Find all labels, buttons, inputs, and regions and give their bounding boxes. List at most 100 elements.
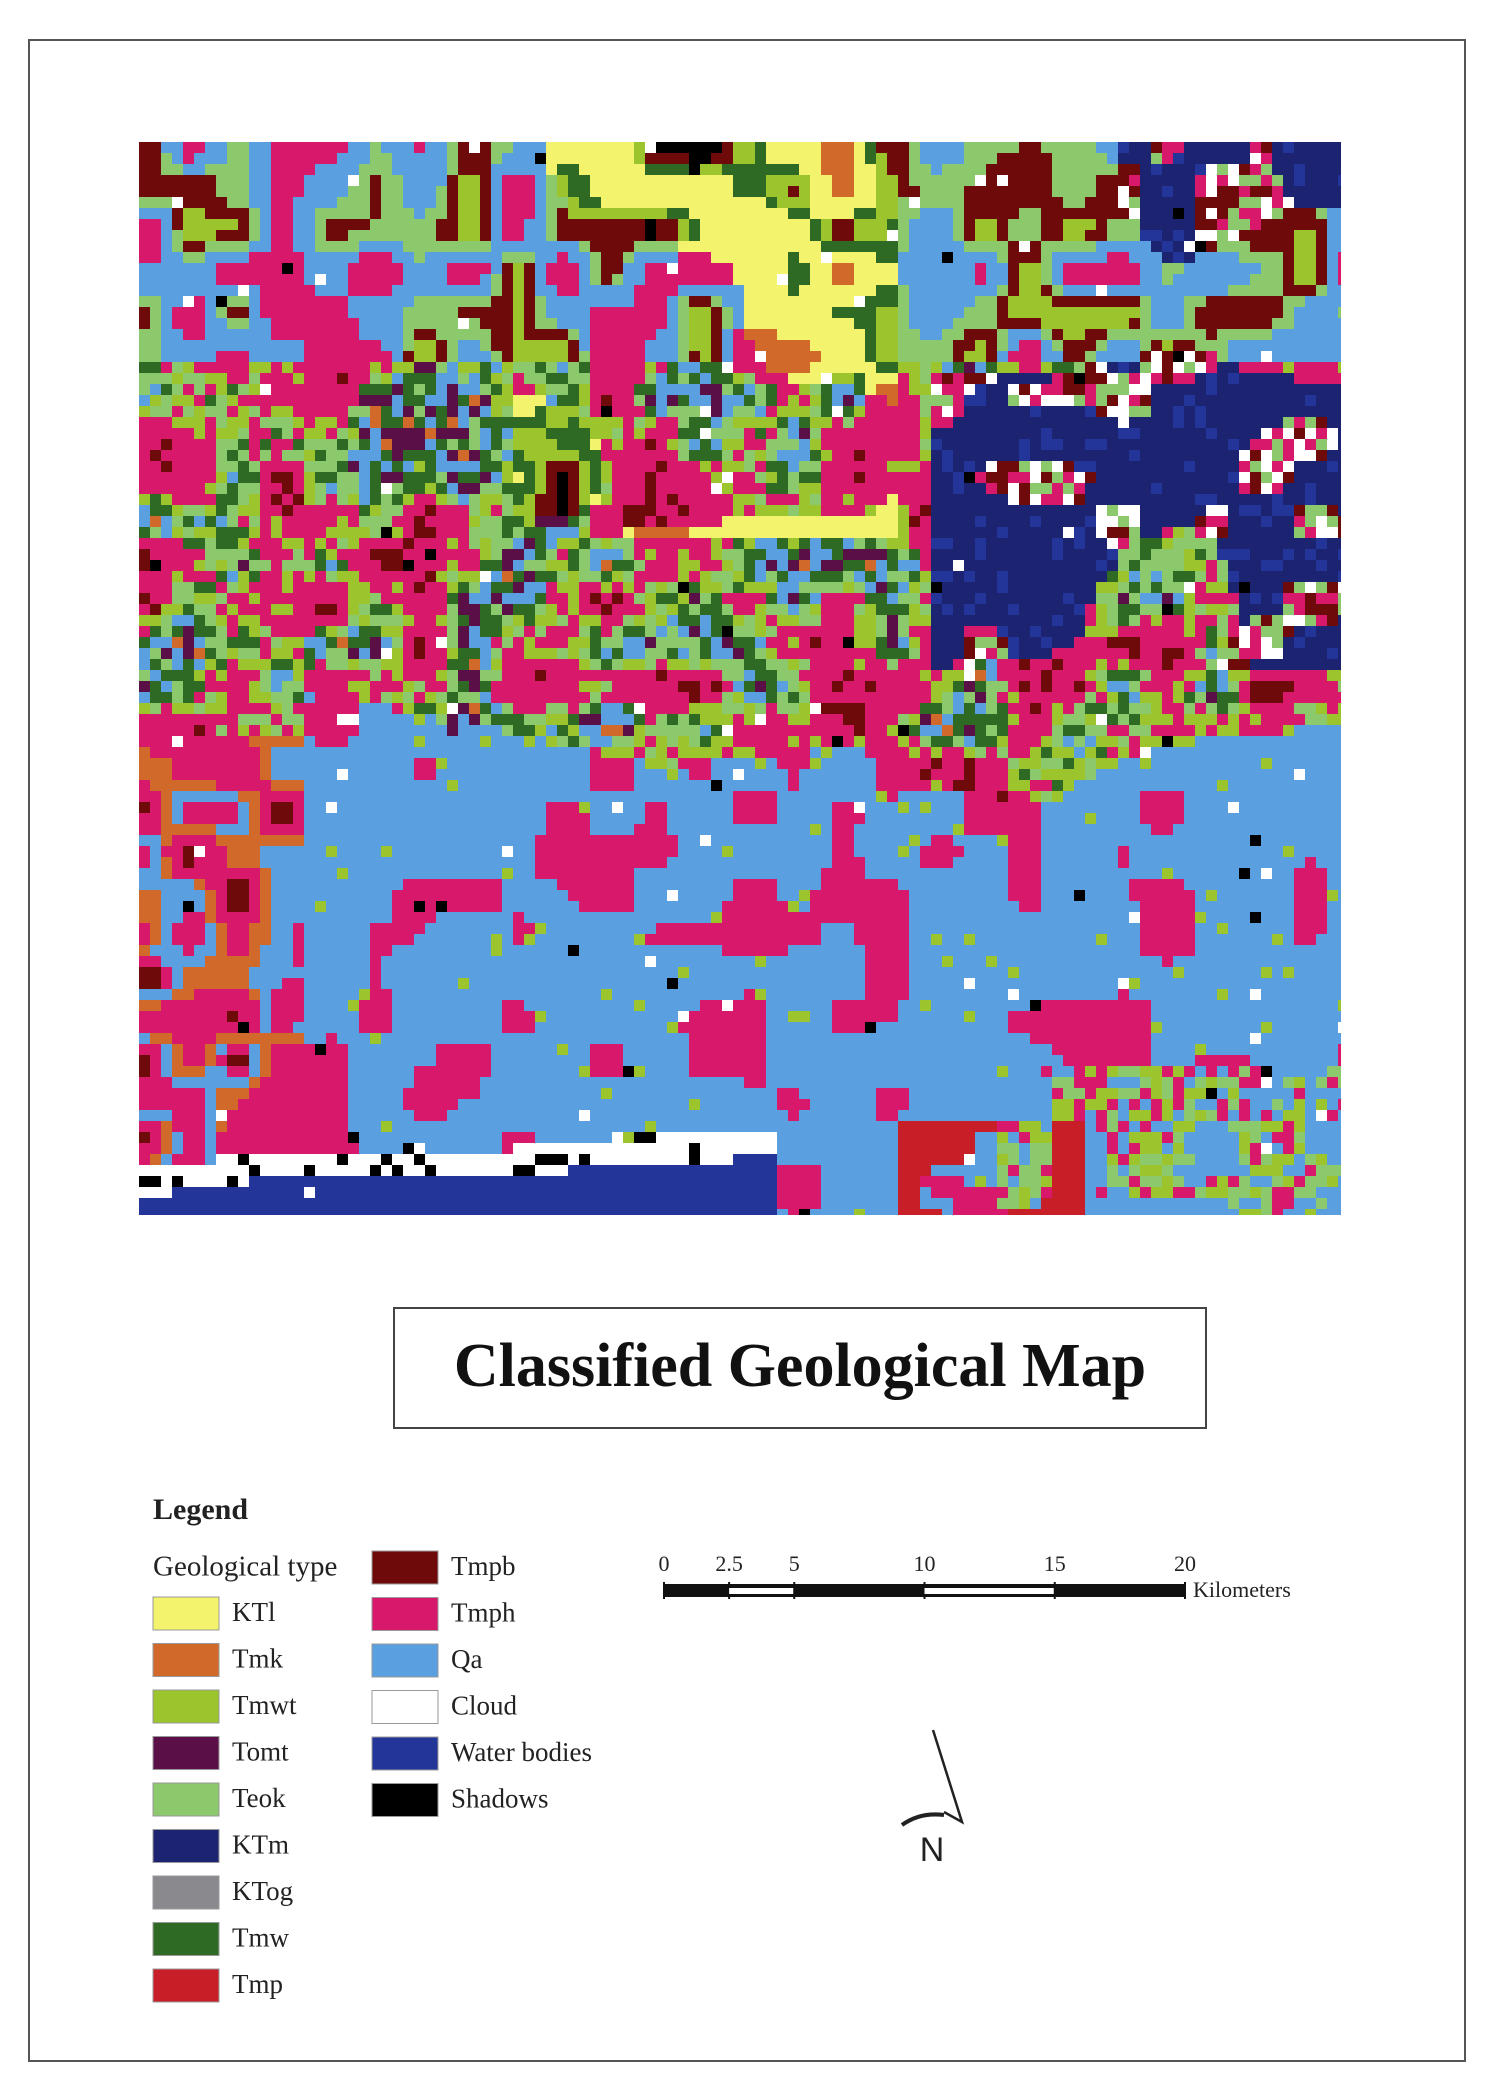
map-pixel [700,472,711,483]
map-pixel [997,538,1008,549]
map-pixel [656,549,667,560]
map-pixel [755,560,766,571]
map-pixel [656,582,667,593]
map-pixel [1261,197,1272,208]
map-pixel [348,384,359,395]
map-pixel [194,142,205,153]
map-pixel [183,263,194,274]
map-pixel [249,318,260,329]
map-pixel [183,417,194,428]
map-pixel [205,472,216,483]
map-pixel [260,637,271,648]
map-pixel [139,241,150,252]
map-pixel [469,494,480,505]
map-pixel [854,571,865,582]
map-pixel [183,472,194,483]
map-pixel [876,549,887,560]
map-pixel [1173,472,1184,483]
map-pixel [755,384,766,395]
map-pixel [1162,186,1173,197]
map-pixel [480,549,491,560]
map-pixel [876,241,887,252]
map-pixel [304,208,315,219]
map-pixel [1184,307,1195,318]
map-pixel [568,153,579,164]
map-pixel [370,142,381,153]
map-pixel [986,406,997,417]
map-pixel [865,208,876,219]
map-pixel [568,384,579,395]
map-pixel [1305,417,1316,428]
map-pixel [722,263,733,274]
map-pixel [194,208,205,219]
map-pixel [623,186,634,197]
map-pixel [1217,329,1228,340]
map-pixel [183,626,194,637]
map-pixel [898,538,909,549]
map-pixel [997,406,1008,417]
map-pixel [1327,362,1338,373]
map-pixel [535,307,546,318]
map-pixel [1085,582,1096,593]
map-pixel [733,593,744,604]
map-pixel [579,439,590,450]
map-pixel [205,582,216,593]
map-pixel [612,516,623,527]
map-pixel [161,384,172,395]
map-pixel [1250,142,1261,153]
map-pixel [392,307,403,318]
map-pixel [260,560,271,571]
map-pixel [425,626,436,637]
map-pixel [744,274,755,285]
map-pixel [898,439,909,450]
map-pixel [1184,285,1195,296]
map-pixel [964,571,975,582]
map-pixel [1206,538,1217,549]
map-pixel [964,351,975,362]
map-pixel [414,461,425,472]
map-pixel [436,626,447,637]
map-pixel [1030,175,1041,186]
map-pixel [414,571,425,582]
map-pixel [1316,373,1327,384]
map-pixel [997,450,1008,461]
map-pixel [557,505,568,516]
map-pixel [1173,274,1184,285]
map-pixel [1151,417,1162,428]
map-pixel [766,285,777,296]
map-pixel [744,384,755,395]
map-pixel [139,274,150,285]
map-pixel [1217,538,1228,549]
map-pixel [755,494,766,505]
map-pixel [854,516,865,527]
map-pixel [1305,142,1316,153]
map-pixel [722,395,733,406]
map-pixel [1162,241,1173,252]
map-pixel [722,307,733,318]
map-pixel [315,252,326,263]
map-pixel [1118,274,1129,285]
map-pixel [403,252,414,263]
map-pixel [1272,483,1283,494]
map-pixel [799,439,810,450]
map-pixel [1239,241,1250,252]
map-pixel [370,285,381,296]
map-pixel [656,417,667,428]
map-pixel [854,439,865,450]
map-pixel [1019,483,1030,494]
map-pixel [381,263,392,274]
map-pixel [293,230,304,241]
map-pixel [535,197,546,208]
map-pixel [172,351,183,362]
map-pixel [194,340,205,351]
map-pixel [1250,241,1261,252]
map-pixel [1217,219,1228,230]
map-pixel [1316,571,1327,582]
map-pixel [1052,318,1063,329]
map-pixel [1162,395,1173,406]
map-pixel [953,252,964,263]
map-pixel [887,307,898,318]
map-pixel [623,153,634,164]
map-pixel [986,296,997,307]
map-pixel [843,582,854,593]
